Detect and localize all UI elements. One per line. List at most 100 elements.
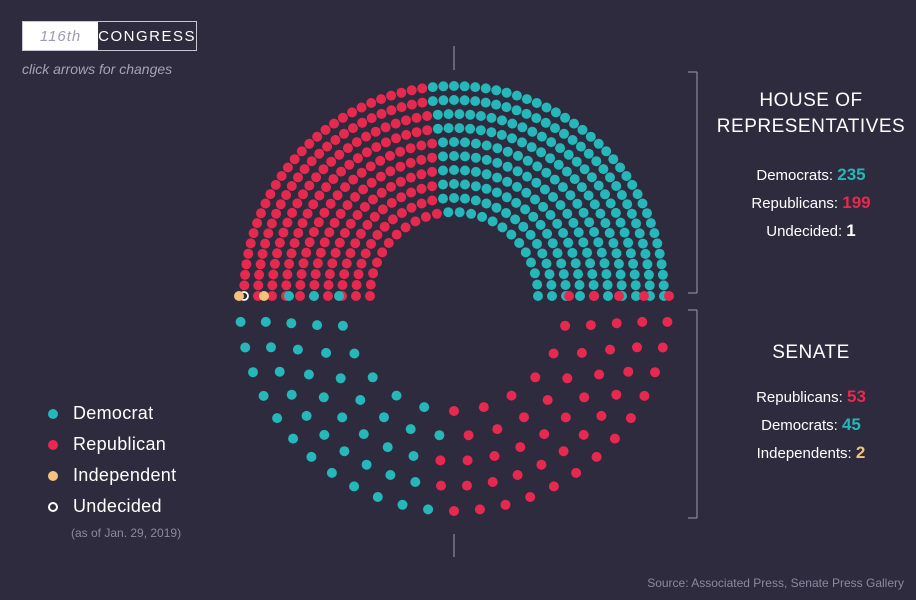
house-seat-democrat [550, 123, 560, 134]
house-seat-democrat [470, 138, 481, 149]
legend-item-independent: Independent [45, 460, 181, 491]
house-seat-democrat [502, 161, 513, 172]
house-seat-democrat [615, 217, 626, 228]
house-seat-republican [313, 217, 324, 228]
house-seat-democrat [521, 94, 532, 105]
house-seat-democrat [438, 81, 449, 92]
house-seat-democrat [545, 210, 556, 220]
senate-seat-republican [664, 291, 674, 301]
house-seat-democrat [583, 148, 594, 159]
senate-seat-democrat [301, 410, 312, 421]
house-seat-democrat [475, 111, 486, 121]
house-seat-democrat [470, 166, 481, 177]
house-seat-republican [324, 227, 335, 238]
house-seat-republican [386, 90, 397, 101]
house-seat-republican [416, 198, 427, 209]
senate-seat-republican [611, 318, 622, 329]
house-seat-republican [427, 166, 438, 177]
house-seat-democrat [561, 166, 572, 177]
house-stat-undecided: Undecided: 1 [766, 221, 856, 240]
house-seat-democrat [558, 228, 569, 238]
legend-item-democrat: Democrat [45, 398, 181, 429]
senate-seat-republican [637, 316, 648, 327]
house-seat-democrat [531, 177, 542, 188]
house-seat-republican [351, 291, 361, 301]
senate-seat-democrat [272, 413, 283, 424]
house-seat-republican [275, 199, 286, 210]
house-seat-democrat [536, 147, 547, 158]
house-seat-republican [308, 199, 319, 210]
house-seat-republican [245, 238, 256, 249]
house-seat-republican [427, 152, 438, 163]
house-seat-democrat [644, 280, 655, 291]
house-seat-republican [381, 137, 391, 148]
house-seat-democrat [533, 291, 543, 301]
house-seat-democrat [454, 123, 465, 134]
senate-seat-republican [558, 446, 569, 457]
house-seat-republican [348, 123, 358, 134]
house-seat-democrat [570, 258, 581, 269]
house-seat-democrat [541, 167, 552, 178]
independent-dot-icon [48, 470, 58, 481]
senate-seat-republican [449, 506, 459, 516]
house-seat-democrat [438, 165, 448, 176]
house-seat-republican [269, 258, 280, 269]
house-seat-democrat [557, 182, 568, 193]
hint-text: click arrows for changes [22, 61, 173, 77]
house-seat-democrat [486, 112, 497, 123]
house-seat-republican [406, 187, 417, 198]
senate-seat-republican [625, 413, 636, 424]
house-seat-republican [281, 190, 292, 200]
house-seat-democrat [501, 192, 512, 203]
house-seat-republican [318, 164, 329, 175]
house-seat-republican [254, 269, 265, 280]
house-seat-republican [376, 108, 387, 119]
house-seat-democrat [616, 280, 627, 291]
senate-seat-democrat [306, 451, 317, 462]
house-seat-democrat [510, 214, 521, 225]
house-seat-republican [391, 229, 402, 240]
house-seat-republican [417, 83, 428, 94]
senate-seat-republican [662, 316, 673, 327]
house-seat-democrat [569, 174, 580, 185]
house-seat-republican [319, 207, 330, 218]
house-seat-democrat [560, 280, 571, 290]
house-seat-democrat [517, 137, 527, 148]
house-seat-republican [304, 237, 315, 248]
house-seat-republican [321, 182, 332, 193]
house-seat-republican [298, 189, 308, 200]
house-seat-democrat [438, 95, 449, 106]
house-seat-republican [293, 172, 303, 183]
house-seat-republican [265, 189, 276, 200]
senate-seat-democrat [379, 412, 389, 423]
democrat-dot-icon [48, 408, 58, 419]
house-seat-democrat [540, 117, 551, 128]
house-seat-republican [253, 280, 264, 291]
congress-number-button[interactable]: 116th [23, 22, 99, 50]
house-seat-republican [272, 248, 283, 259]
senate-seat-republican [611, 389, 622, 400]
house-seat-democrat [449, 179, 459, 189]
senate-title: SENATE [772, 342, 850, 363]
house-seat-democrat [631, 218, 642, 229]
house-seat-democrat [656, 259, 667, 270]
senate-seat-democrat [391, 390, 402, 401]
senate-seat-democrat [355, 395, 366, 405]
house-seat-democrat [507, 133, 517, 144]
house-seat-republican [284, 258, 295, 269]
house-seat-democrat [583, 190, 594, 201]
house-seat-republican [355, 228, 366, 239]
house-seat-democrat [527, 126, 538, 137]
house-seat-democrat [593, 237, 604, 248]
house-seat-republican [395, 161, 406, 172]
house-seat-republican [365, 291, 375, 301]
house-seat-democrat [541, 102, 552, 113]
senate-seat-republican [487, 477, 498, 487]
house-seat-democrat [438, 151, 448, 162]
house-seat-democrat [512, 166, 523, 177]
house-seat-democrat [603, 291, 613, 301]
house-seat-democrat [642, 259, 653, 270]
house-seat-democrat [567, 135, 578, 145]
house-seat-democrat [454, 207, 465, 218]
house-seat-democrat [568, 217, 579, 228]
